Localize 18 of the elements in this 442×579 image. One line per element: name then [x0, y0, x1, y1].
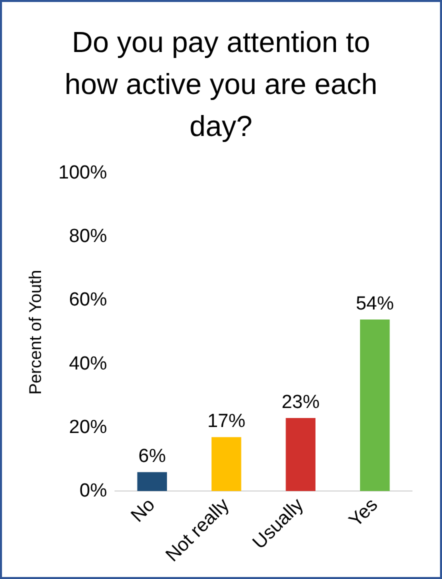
data-label: 54% — [356, 293, 394, 314]
data-label: 23% — [282, 392, 320, 413]
y-tick-label: 0% — [80, 480, 108, 502]
bar — [360, 320, 390, 492]
data-label: 6% — [138, 446, 166, 467]
x-tick-label: No — [127, 494, 160, 527]
y-tick-label: 40% — [68, 353, 108, 374]
y-tick-label: 20% — [68, 416, 108, 438]
y-axis-title: Percent of Youth — [26, 270, 45, 395]
x-tick-label: Yes — [345, 494, 382, 532]
y-tick-label: 80% — [68, 226, 108, 248]
data-label: 17% — [207, 410, 246, 432]
chart-title: Do you pay attention to how active you are each day? — [64, 26, 378, 145]
bar — [286, 418, 316, 492]
bar — [137, 472, 167, 492]
y-tick-label: 60% — [68, 290, 108, 311]
bar — [212, 437, 242, 492]
y-tick-label: 100% — [58, 162, 108, 184]
